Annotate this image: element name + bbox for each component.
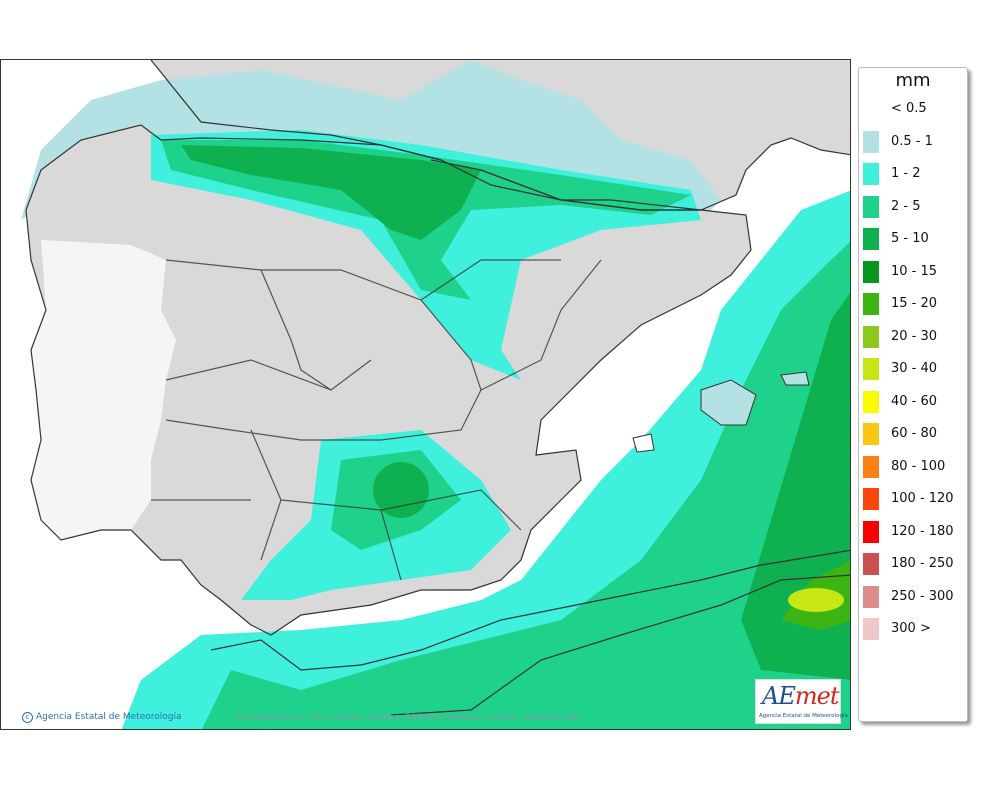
legend-label: 120 - 180 (891, 523, 954, 539)
precip-med-peak (788, 588, 844, 612)
legend-swatch (863, 553, 879, 575)
legend-swatch (863, 325, 879, 348)
legend-item: 1 - 2 (863, 163, 965, 185)
aemet-logo: AEmet Agencia Estatal de Meteorología (755, 679, 848, 724)
legend-swatch (863, 98, 879, 120)
legend-label: 80 - 100 (891, 458, 946, 474)
region-borders (151, 259, 602, 581)
france-outline (150, 60, 850, 211)
legend-swatch (863, 228, 879, 250)
aemet-logo-sub: Agencia Estatal de Meteorología (759, 713, 848, 719)
legend-item: 120 - 180 (863, 520, 965, 543)
legend-label: 180 - 250 (891, 556, 954, 571)
legend-label: 100 - 120 (891, 491, 954, 506)
legend-swatch (863, 488, 879, 510)
legend-item: 300 > (863, 618, 965, 640)
legend-label: 40 - 60 (891, 393, 938, 409)
agency-credit: c Agencia Estatal de Meteorología (22, 712, 182, 723)
agency-credit-text: Agencia Estatal de Meteorología (36, 712, 182, 722)
legend-item: 20 - 30 (863, 325, 965, 348)
legend-swatch (863, 618, 879, 640)
precipitation-legend: mm < 0.5 0.5 - 1 1 - 2 2 - 5 5 - 10 10 - 15 15… (858, 67, 968, 722)
ibiza-land (632, 433, 655, 453)
precip-se-5-10 (373, 462, 429, 518)
legend-label: 20 - 30 (891, 328, 938, 344)
legend-label: 30 - 40 (891, 361, 938, 376)
legend-item: 100 - 120 (863, 488, 965, 510)
precipitation-map (0, 59, 851, 730)
legend-item: 250 - 300 (863, 585, 965, 608)
iberia-land (26, 125, 751, 635)
iberia-outline (25, 124, 752, 636)
legend-swatch (863, 520, 879, 543)
precip-med-2-5 (201, 241, 850, 729)
aemet-logo-word-b: met (794, 682, 840, 710)
map-caption: Precipitación en 24 h media. Validez: 20… (236, 713, 580, 723)
legend-swatch (863, 293, 879, 315)
portugal-land (31, 240, 176, 540)
legend-label: 15 - 20 (891, 296, 938, 311)
legend-item: < 0.5 (863, 98, 965, 120)
legend-item: 2 - 5 (863, 195, 965, 218)
legend-swatch (863, 358, 879, 380)
africa-outline (210, 549, 850, 671)
legend-swatch (863, 195, 879, 218)
legend-item: 180 - 250 (863, 553, 965, 575)
legend-swatch (863, 455, 879, 478)
legend-swatch (863, 585, 879, 608)
legend-swatch (863, 130, 879, 153)
legend-item: 5 - 10 (863, 228, 965, 250)
legend-item: 10 - 15 (863, 260, 965, 283)
legend-swatch (863, 260, 879, 283)
legend-item: 15 - 20 (863, 293, 965, 315)
legend-label: 5 - 10 (891, 231, 929, 246)
legend-swatch (863, 390, 879, 413)
aemet-logo-word: AEmet (762, 682, 840, 710)
legend-item: 0.5 - 1 (863, 130, 965, 153)
legend-item: 80 - 100 (863, 455, 965, 478)
menorca-land (780, 371, 810, 386)
legend-label: < 0.5 (891, 101, 927, 116)
legend-item: 60 - 80 (863, 423, 965, 445)
legend-label: 2 - 5 (891, 198, 921, 214)
legend-label: 250 - 300 (891, 588, 954, 604)
legend-item: 30 - 40 (863, 358, 965, 380)
aemet-logo-word-a: AE (762, 682, 796, 710)
africa-border-line (390, 574, 850, 716)
copyright-icon: c (22, 712, 33, 723)
legend-label: 0.5 - 1 (891, 133, 933, 149)
mallorca-land (700, 379, 757, 426)
legend-item: 40 - 60 (863, 390, 965, 413)
legend-label: 60 - 80 (891, 426, 938, 441)
legend-label: 1 - 2 (891, 166, 921, 181)
legend-label: 300 > (891, 621, 931, 636)
legend-swatch (863, 163, 879, 185)
legend-swatch (863, 423, 879, 445)
precip-north-5-10 (181, 145, 481, 240)
legend-unit: mm (895, 70, 931, 91)
legend-label: 10 - 15 (891, 263, 938, 279)
